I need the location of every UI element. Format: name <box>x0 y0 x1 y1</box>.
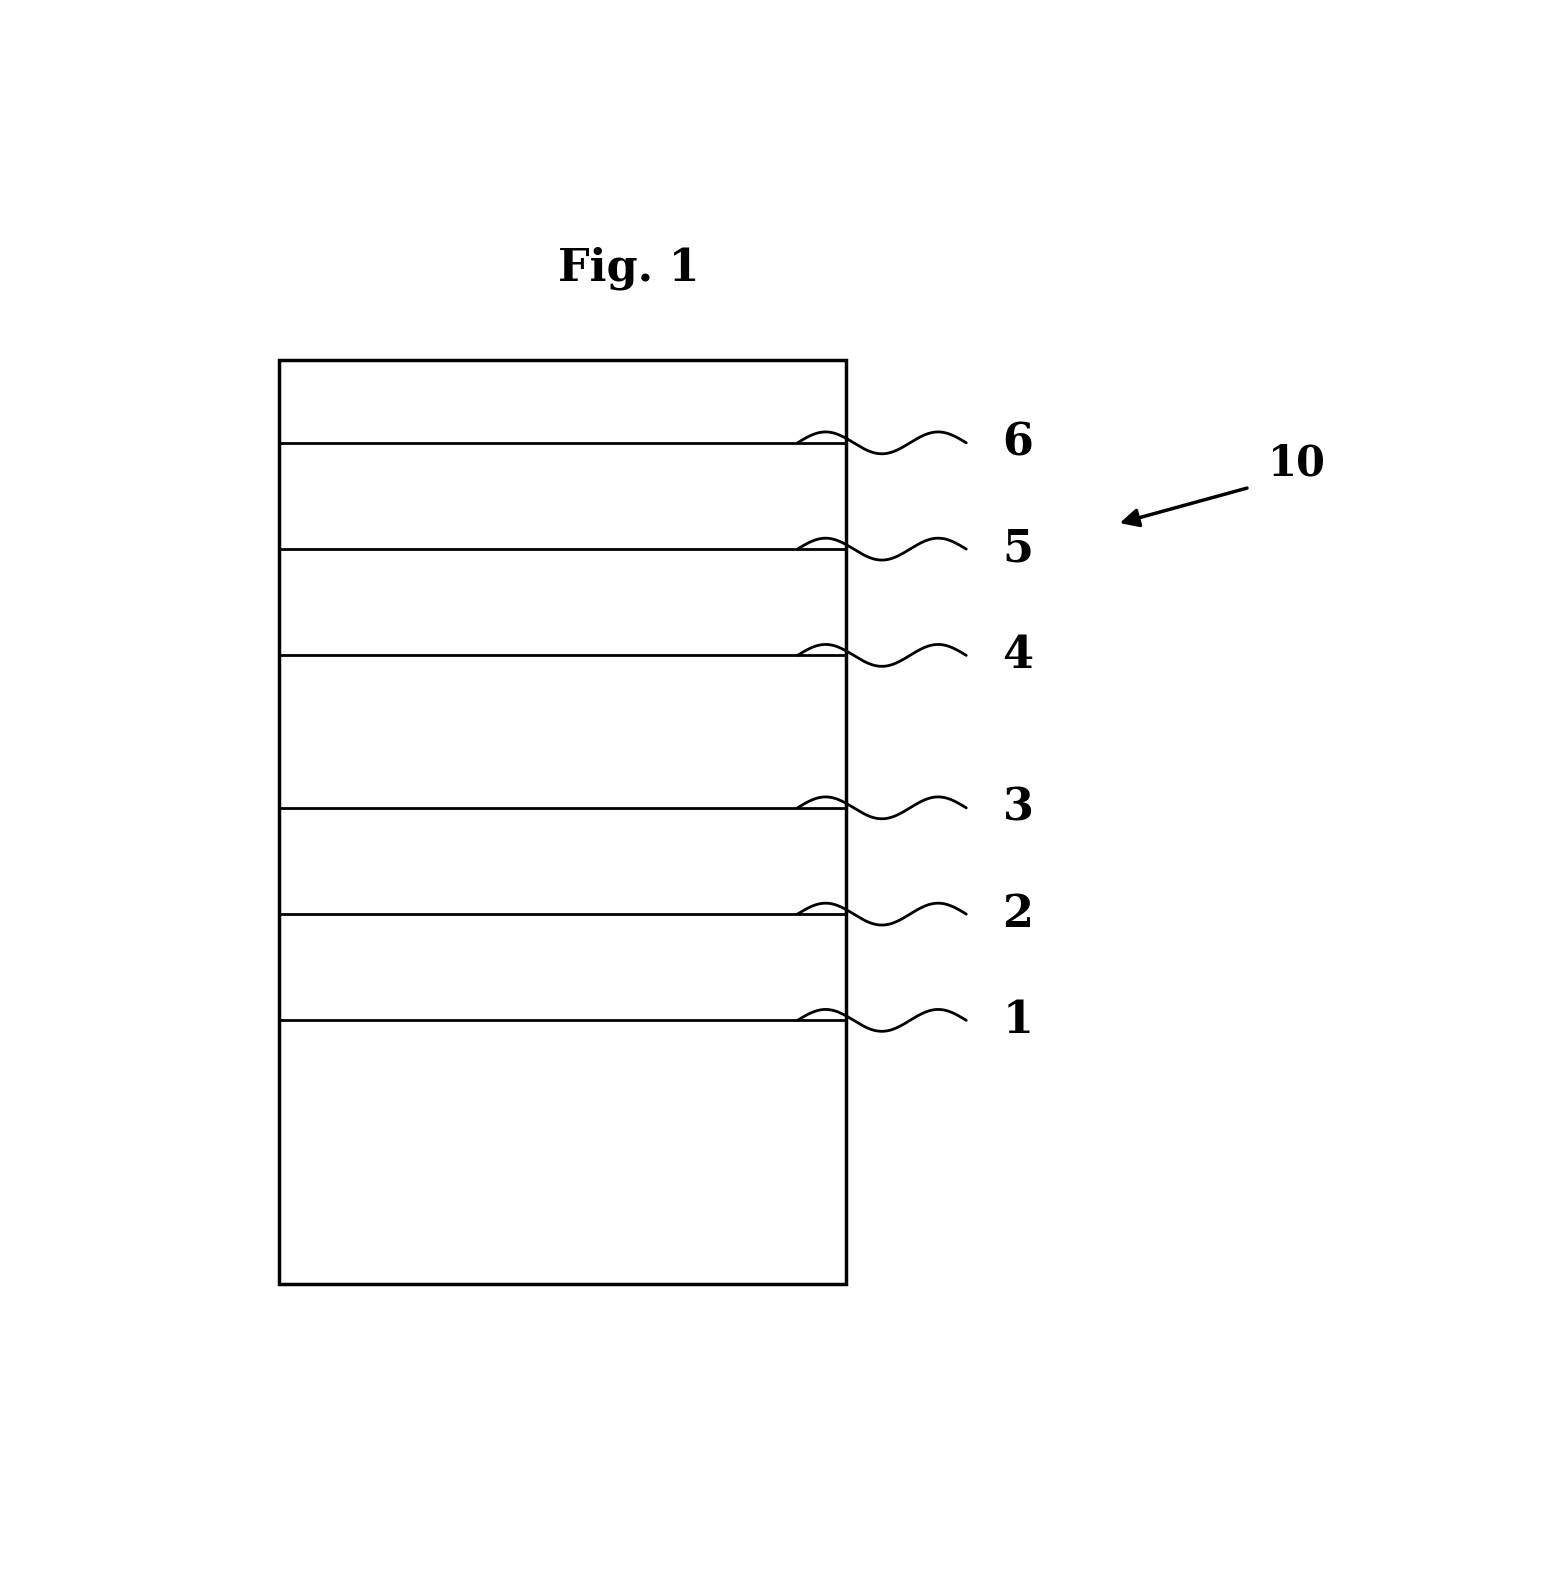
Text: 3: 3 <box>1002 786 1033 829</box>
Text: Fig. 1: Fig. 1 <box>559 246 699 291</box>
Bar <box>279 360 846 1284</box>
Text: 10: 10 <box>1268 442 1326 485</box>
Text: 2: 2 <box>1002 892 1033 936</box>
Text: 6: 6 <box>1002 422 1033 464</box>
Text: 1: 1 <box>1002 1000 1033 1042</box>
Text: 4: 4 <box>1002 633 1033 677</box>
Text: 5: 5 <box>1002 527 1033 570</box>
